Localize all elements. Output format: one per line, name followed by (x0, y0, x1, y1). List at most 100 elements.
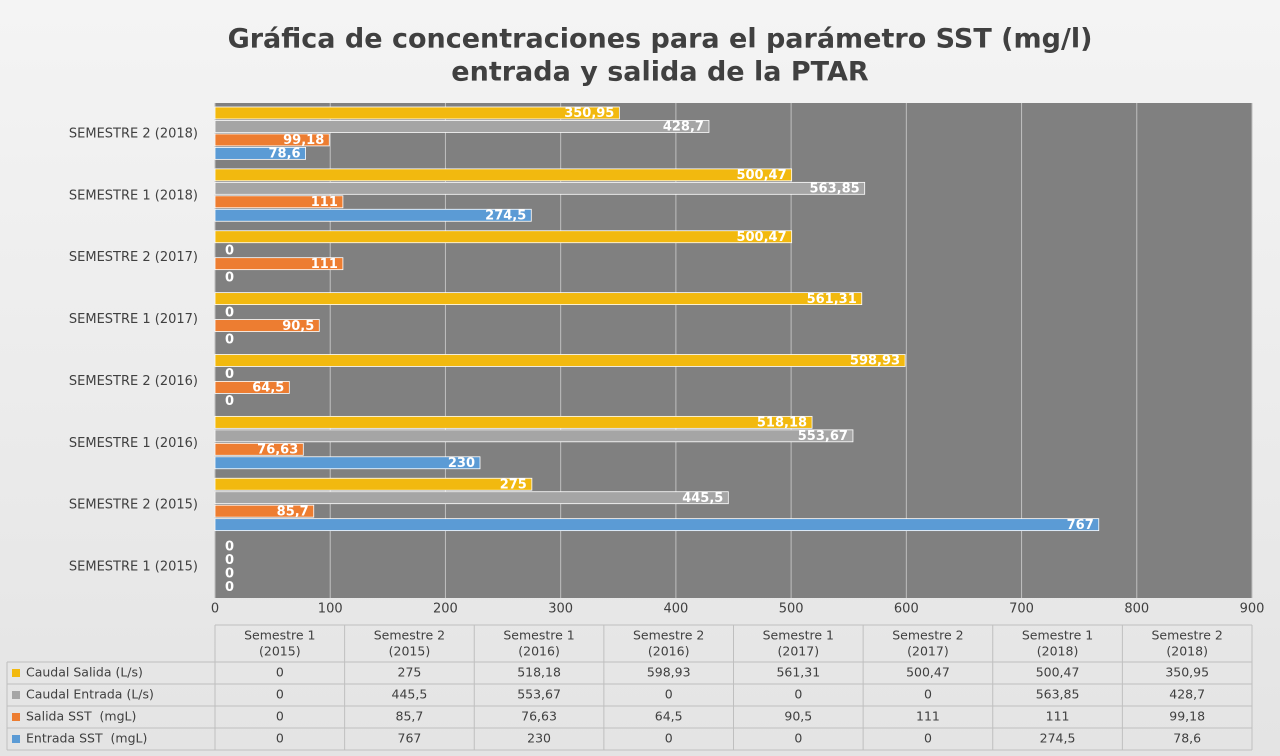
table-header: Semestre 1 (1022, 628, 1093, 643)
table-cell: 553,67 (517, 687, 561, 702)
bar (214, 491, 729, 505)
data-label: 76,63 (257, 443, 298, 458)
bar (214, 147, 306, 160)
y-tick-label: SEMESTRE 2 (2017) (69, 250, 198, 265)
table-cell: 350,95 (1165, 665, 1209, 680)
table-cell: 767 (398, 731, 422, 746)
table-cell: 0 (276, 665, 284, 680)
y-tick-label: SEMESTRE 2 (2016) (69, 374, 198, 389)
data-label: 0 (225, 580, 234, 595)
data-label: 230 (448, 456, 475, 471)
table-cell: 0 (665, 731, 673, 746)
table-cell: 563,85 (1036, 687, 1080, 702)
table-cell: 0 (276, 709, 284, 724)
table-cell: 111 (1046, 709, 1070, 724)
bar (214, 518, 1100, 532)
legend-swatch (12, 669, 20, 677)
table-cell: 0 (924, 731, 932, 746)
bar (214, 208, 532, 222)
data-label: 99,18 (283, 133, 324, 148)
legend-swatch (12, 735, 20, 743)
data-label: 553,67 (798, 429, 848, 444)
bar (214, 319, 320, 332)
data-label: 90,5 (282, 319, 314, 334)
data-label: 445,5 (682, 491, 723, 506)
table-header: (2018) (1166, 644, 1208, 659)
bar (214, 292, 863, 305)
table-cell: 445,5 (392, 687, 428, 702)
data-label: 0 (225, 539, 234, 554)
y-tick-label: SEMESTRE 2 (2015) (69, 498, 198, 513)
table-header: (2015) (389, 644, 431, 659)
data-label: 85,7 (277, 504, 309, 519)
bar (214, 477, 533, 491)
data-label: 428,7 (663, 120, 704, 135)
bar (214, 257, 344, 271)
legend-label: Salida SST (mgL) (26, 709, 136, 724)
table-header: Semestre 2 (633, 628, 704, 643)
data-label: 274,5 (485, 209, 526, 224)
legend-label: Caudal Entrada (L/s) (26, 687, 154, 702)
bar (214, 230, 793, 244)
table-cell: 0 (794, 687, 802, 702)
chart-title: Gráfica de concentraciones para el parám… (228, 24, 1093, 55)
y-tick-label: SEMESTRE 2 (2018) (69, 126, 198, 141)
x-tick-label: 200 (433, 602, 458, 617)
x-tick-label: 400 (663, 602, 688, 617)
bar (214, 354, 906, 367)
x-tick-label: 700 (1009, 602, 1034, 617)
table-cell: 64,5 (655, 709, 683, 724)
x-tick-label: 100 (318, 602, 343, 617)
table-cell: 78,6 (1173, 731, 1201, 746)
table-cell: 0 (794, 731, 802, 746)
data-label: 64,5 (252, 381, 284, 396)
table-cell: 0 (924, 687, 932, 702)
table-cell: 0 (276, 687, 284, 702)
data-label: 78,6 (268, 147, 300, 162)
bar (214, 133, 330, 147)
legend-label: Entrada SST (mgL) (26, 731, 147, 746)
y-tick-label: SEMESTRE 1 (2018) (69, 188, 198, 203)
data-label: 111 (311, 195, 338, 210)
table-cell: 76,63 (521, 709, 557, 724)
table-cell: 0 (276, 731, 284, 746)
data-label: 518,18 (757, 416, 807, 431)
table-header: Semestre 2 (374, 628, 445, 643)
table-cell: 230 (527, 731, 551, 746)
table-header: (2015) (259, 644, 301, 659)
y-tick-label: SEMESTRE 1 (2017) (69, 312, 198, 327)
table-cell: 111 (916, 709, 940, 724)
bar (214, 195, 344, 209)
x-tick-label: 900 (1240, 602, 1265, 617)
table-cell: 275 (398, 665, 422, 680)
table-cell: 561,31 (776, 665, 820, 680)
table-header: (2018) (1037, 644, 1079, 659)
data-label: 561,31 (807, 292, 857, 307)
data-label: 500,47 (736, 168, 786, 183)
table-cell: 500,47 (1036, 665, 1080, 680)
x-tick-label: 300 (548, 602, 573, 617)
table-header: (2017) (907, 644, 949, 659)
bar (214, 415, 813, 429)
x-tick-label: 500 (779, 602, 804, 617)
x-tick-label: 600 (894, 602, 919, 617)
bar (214, 442, 304, 456)
table-cell: 85,7 (396, 709, 424, 724)
table-cell: 518,18 (517, 665, 561, 680)
table-cell: 274,5 (1040, 731, 1076, 746)
x-tick-label: 0 (211, 602, 219, 617)
table-cell: 0 (665, 687, 673, 702)
legend-swatch (12, 713, 20, 721)
table-header: Semestre 1 (244, 628, 315, 643)
x-tick-label: 800 (1124, 602, 1149, 617)
table-header: Semestre 2 (892, 628, 963, 643)
data-label: 0 (225, 553, 234, 568)
bar (214, 168, 793, 182)
bar (214, 381, 290, 394)
table-header: (2016) (518, 644, 560, 659)
table-header: Semestre 1 (503, 628, 574, 643)
bar (214, 181, 866, 195)
table-header: (2016) (648, 644, 690, 659)
data-label: 0 (225, 566, 234, 581)
data-label: 0 (225, 367, 234, 382)
